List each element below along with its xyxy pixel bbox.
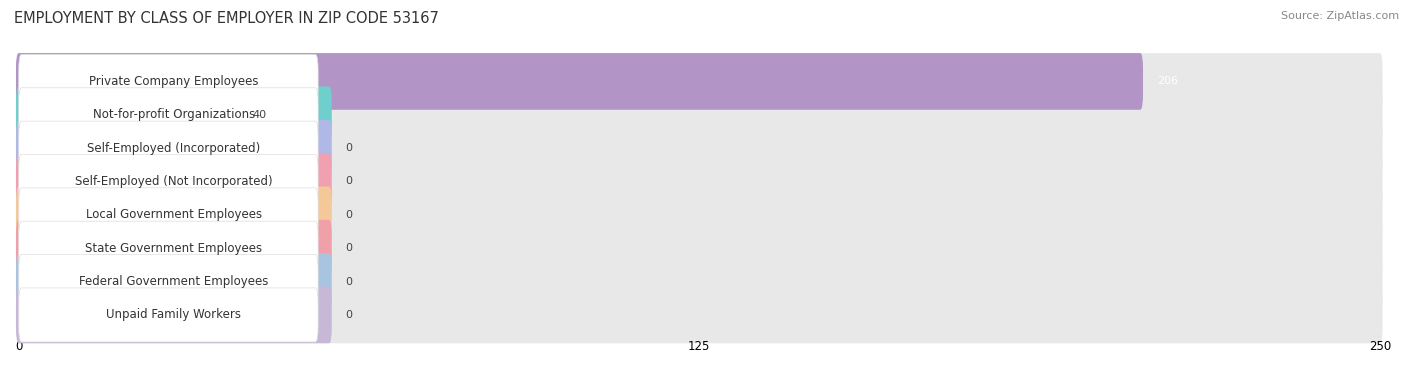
- Text: Self-Employed (Incorporated): Self-Employed (Incorporated): [87, 142, 260, 155]
- FancyBboxPatch shape: [15, 220, 1382, 277]
- FancyBboxPatch shape: [18, 55, 318, 108]
- FancyBboxPatch shape: [15, 120, 332, 176]
- Text: EMPLOYMENT BY CLASS OF EMPLOYER IN ZIP CODE 53167: EMPLOYMENT BY CLASS OF EMPLOYER IN ZIP C…: [14, 11, 439, 26]
- FancyBboxPatch shape: [15, 53, 1382, 110]
- Text: Local Government Employees: Local Government Employees: [86, 208, 262, 221]
- Text: 40: 40: [253, 110, 267, 120]
- Text: 0: 0: [346, 210, 353, 220]
- FancyBboxPatch shape: [18, 288, 318, 342]
- FancyBboxPatch shape: [18, 155, 318, 209]
- FancyBboxPatch shape: [18, 221, 318, 275]
- Text: Self-Employed (Not Incorporated): Self-Employed (Not Incorporated): [75, 175, 273, 188]
- Text: State Government Employees: State Government Employees: [86, 242, 263, 255]
- FancyBboxPatch shape: [15, 220, 332, 277]
- FancyBboxPatch shape: [15, 253, 1382, 310]
- FancyBboxPatch shape: [18, 121, 318, 175]
- FancyBboxPatch shape: [15, 120, 1382, 176]
- FancyBboxPatch shape: [15, 153, 332, 210]
- FancyBboxPatch shape: [15, 287, 332, 343]
- FancyBboxPatch shape: [15, 253, 332, 310]
- Text: Federal Government Employees: Federal Government Employees: [79, 275, 269, 288]
- Text: 0: 0: [346, 277, 353, 287]
- FancyBboxPatch shape: [15, 287, 1382, 343]
- FancyBboxPatch shape: [15, 53, 1143, 110]
- Text: Not-for-profit Organizations: Not-for-profit Organizations: [93, 108, 254, 121]
- Text: Unpaid Family Workers: Unpaid Family Workers: [107, 308, 242, 321]
- FancyBboxPatch shape: [18, 188, 318, 242]
- FancyBboxPatch shape: [18, 88, 318, 142]
- FancyBboxPatch shape: [15, 153, 1382, 210]
- FancyBboxPatch shape: [15, 186, 332, 243]
- Text: 0: 0: [346, 243, 353, 253]
- Text: 0: 0: [346, 143, 353, 153]
- Text: Private Company Employees: Private Company Employees: [89, 75, 259, 88]
- Text: 0: 0: [346, 310, 353, 320]
- FancyBboxPatch shape: [15, 86, 332, 143]
- Text: 0: 0: [346, 176, 353, 186]
- FancyBboxPatch shape: [18, 255, 318, 309]
- Text: 206: 206: [1157, 76, 1178, 86]
- FancyBboxPatch shape: [15, 186, 1382, 243]
- FancyBboxPatch shape: [15, 86, 1382, 143]
- Text: Source: ZipAtlas.com: Source: ZipAtlas.com: [1281, 11, 1399, 21]
